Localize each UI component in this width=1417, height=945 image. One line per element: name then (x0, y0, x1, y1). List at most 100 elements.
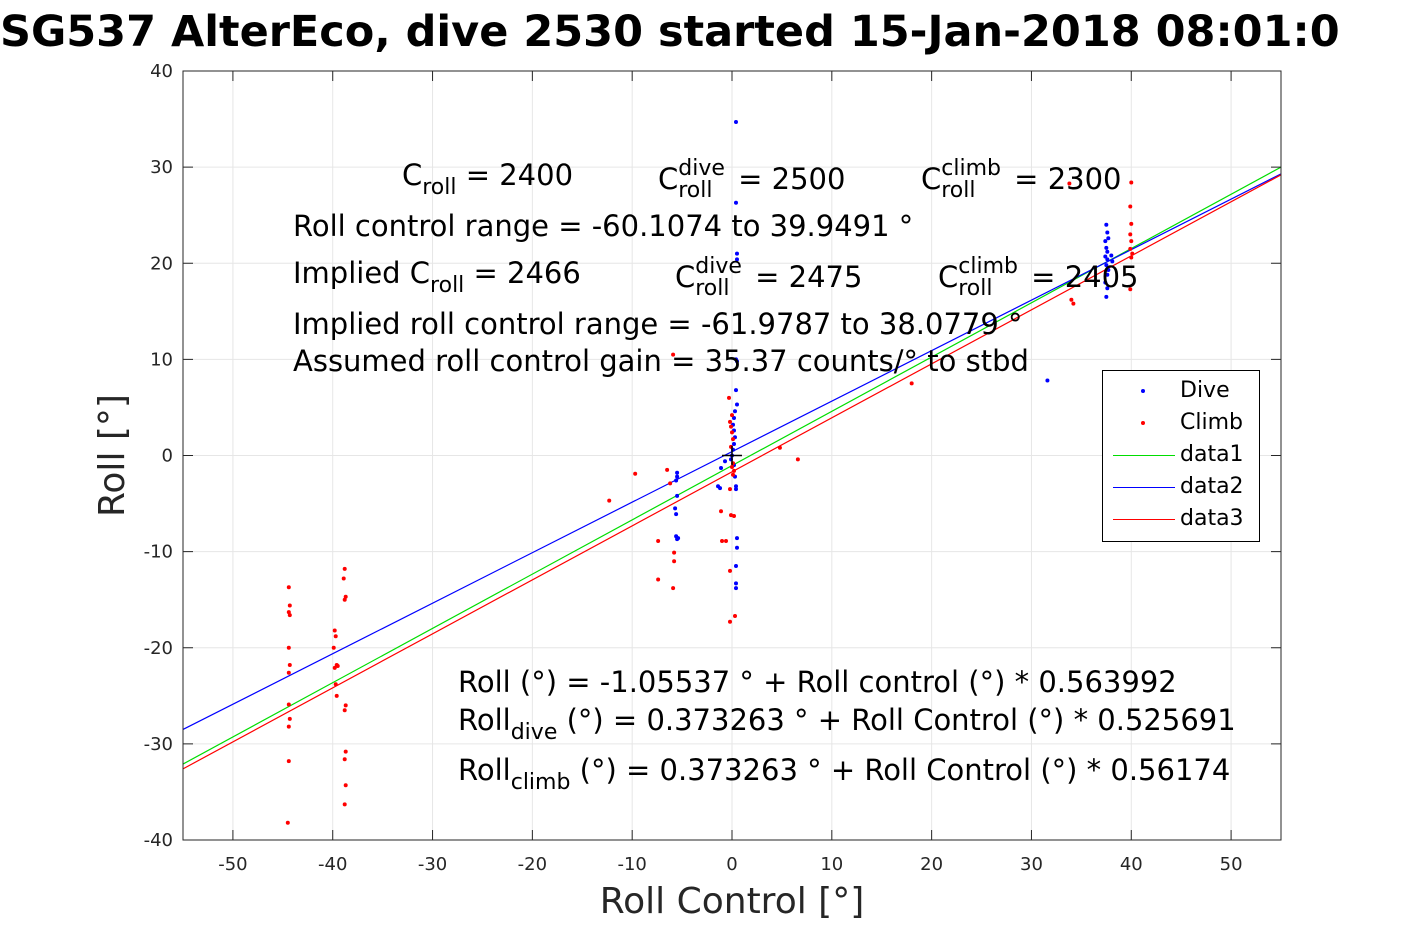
dive-point (676, 536, 681, 541)
legend: Dive Climb data1 data2 data3 (1102, 370, 1260, 542)
dive-point (1104, 294, 1109, 299)
dive-point (734, 402, 739, 407)
climb-point (1067, 181, 1072, 186)
climb-point (731, 468, 736, 473)
climb-point (334, 693, 339, 698)
climb-point (341, 576, 346, 581)
c-roll-dive-symbol: C (658, 162, 679, 196)
dive-point (1104, 263, 1109, 268)
dive-point (733, 581, 738, 586)
c-roll-value: = 2400 (456, 158, 574, 192)
climb-point (1128, 204, 1133, 209)
dive-point (734, 257, 739, 262)
c-roll-climb-symbol: C (921, 162, 942, 196)
climb-point (633, 471, 638, 476)
fit-climb-equation: Rollclimb (°) = 0.373263 ° + Roll Contro… (458, 753, 1231, 794)
climb-point (342, 566, 347, 571)
climb-point (1129, 221, 1134, 226)
c-roll-subscript: roll (422, 175, 457, 200)
legend-entry-data2: data2 (1103, 472, 1259, 504)
legend-data2-line (1113, 487, 1175, 488)
x-tick-label: 10 (820, 854, 843, 875)
climb-point (287, 613, 292, 618)
fit-equation: Roll (°) = -1.05537 ° + Roll control (°)… (458, 665, 1177, 699)
climb-point (729, 424, 734, 429)
dive-point (733, 564, 738, 569)
climb-point (332, 628, 337, 633)
dive-point (718, 486, 723, 491)
climb-point (1129, 180, 1134, 185)
dive-point (1105, 286, 1110, 291)
legend-dive-marker (1141, 389, 1145, 393)
implied-c-roll-subscript: roll (430, 273, 465, 298)
climb-point (343, 783, 348, 788)
dive-point (1105, 257, 1110, 262)
dive-point (1105, 272, 1110, 277)
dive-point (1106, 236, 1111, 241)
climb-point (724, 539, 729, 544)
climb-point (287, 716, 292, 721)
climb-point (286, 724, 291, 729)
climb-point (286, 645, 291, 650)
climb-point (777, 445, 782, 450)
c-roll-symbol: C (402, 158, 423, 192)
c-roll-dive-value: = 2500 (728, 162, 846, 196)
x-tick-label: -10 (617, 854, 646, 875)
legend-data3-line (1113, 519, 1175, 520)
climb-point (668, 481, 673, 486)
implied-c-roll-climb-symbol: C (938, 260, 959, 294)
dive-point (733, 484, 738, 489)
climb-point (1128, 287, 1133, 292)
legend-dive-label: Dive (1180, 378, 1230, 403)
chart-title: SG537 AlterEco, dive 2530 started 15-Jan… (0, 7, 1340, 57)
climb-point (731, 514, 736, 519)
climb-point (287, 663, 292, 668)
dive-point (1105, 249, 1110, 254)
climb-point (672, 559, 677, 564)
legend-climb-label: Climb (1180, 410, 1243, 435)
c-roll-annotation: Croll = 2400 (402, 158, 574, 199)
climb-point (607, 498, 612, 503)
climb-point (1071, 301, 1076, 306)
dive-point (673, 506, 678, 511)
legend-entry-dive: Dive (1103, 376, 1259, 408)
dive-point (1045, 378, 1050, 383)
climb-point (671, 586, 676, 591)
climb-point (730, 465, 734, 470)
c-roll-dive-sub: roll (678, 178, 713, 203)
y-tick-label: 0 (162, 446, 173, 467)
climb-point (728, 568, 733, 573)
climb-point (732, 614, 737, 619)
x-tick-label: -20 (518, 854, 547, 875)
climb-point (728, 619, 733, 624)
legend-data3-label: data3 (1180, 506, 1244, 531)
climb-point (728, 419, 733, 424)
implied-c-roll-dive-supsub: dive roll (695, 256, 742, 300)
legend-entry-data3: data3 (1103, 504, 1259, 536)
fit-dive-rest: (°) = 0.373263 ° + Roll Control (°) * 0.… (557, 703, 1236, 737)
dive-point (1103, 254, 1108, 259)
dive-point (1109, 253, 1114, 258)
climb-point (1129, 239, 1134, 244)
dive-point (732, 409, 737, 414)
y-tick-label: -40 (144, 830, 173, 851)
legend-entry-data1: data1 (1103, 440, 1259, 472)
y-tick-label: 30 (150, 157, 173, 178)
climb-point (795, 457, 800, 462)
y-tick-label: -30 (144, 734, 173, 755)
climb-point (286, 759, 291, 764)
fit-line-data3 (182, 174, 1282, 770)
implied-c-roll-climb-sub: roll (958, 276, 993, 301)
c-roll-dive-sup: dive (678, 156, 725, 181)
climb-point (333, 682, 338, 687)
implied-c-roll-prefix: Implied C (293, 256, 431, 290)
fit-climb-rest: (°) = 0.373263 ° + Roll Control (°) * 0.… (570, 753, 1231, 787)
climb-point (342, 597, 347, 602)
legend-data1-line (1113, 455, 1175, 456)
dive-point (734, 545, 739, 550)
y-tick-label: 20 (150, 253, 173, 274)
